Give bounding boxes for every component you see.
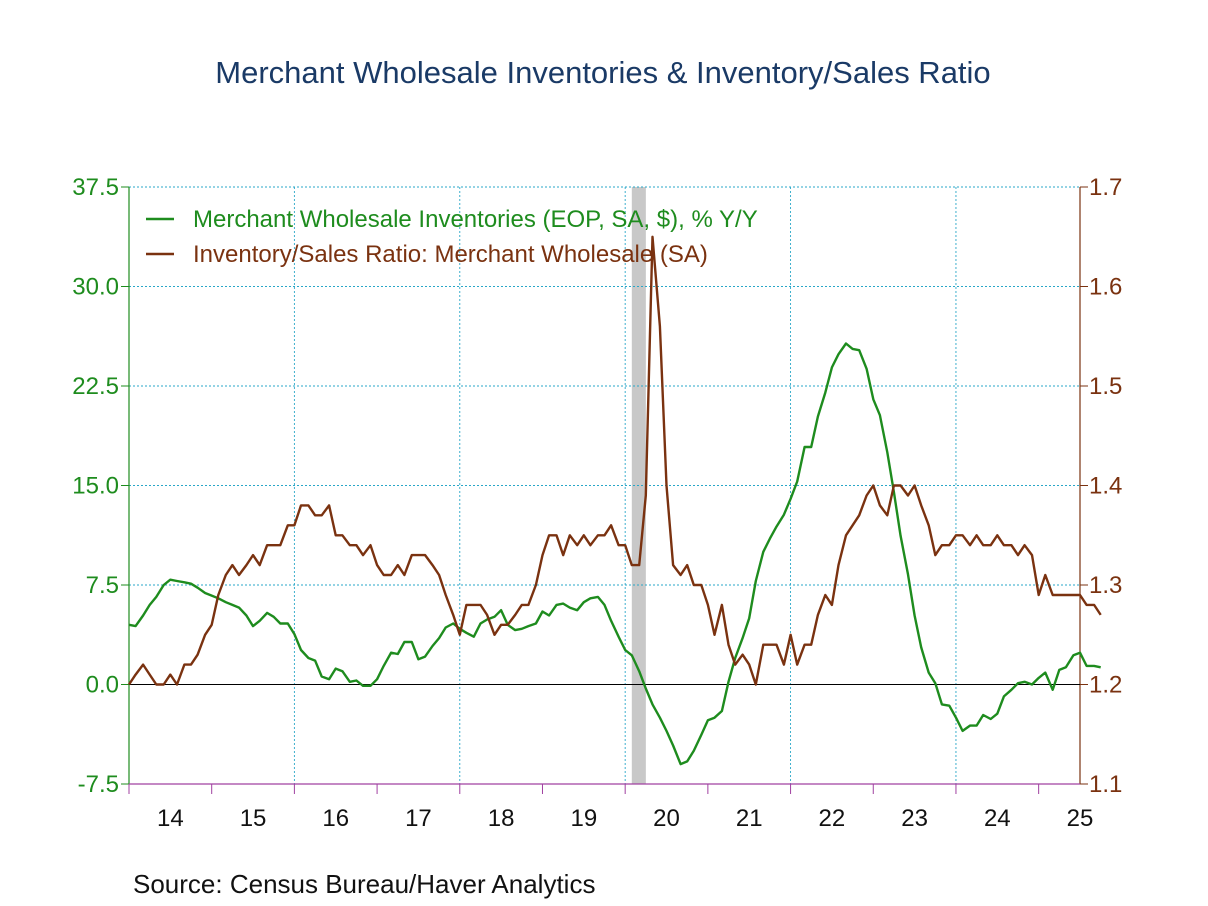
x-tick-label: 25 [1067,805,1094,832]
series-line-inventories [128,342,1101,766]
series-lines [128,235,1102,766]
x-tick-label: 24 [984,805,1011,832]
legend: Merchant Wholesale Inventories (EOP, SA,… [146,206,758,268]
x-tick-label: 19 [570,805,597,832]
x-tick-label: 20 [653,805,680,832]
x-tick-label: 18 [488,805,515,832]
x-tick-label: 17 [405,805,432,832]
right-tick-label: 1.1 [1089,771,1122,798]
right-tick-label: 1.2 [1089,672,1122,699]
left-axis-ticks: -7.5 0.0 7.5 15.0 22.5 30.0 37.5 [72,174,129,798]
x-axis-ticks: 14 15 16 17 18 19 20 21 22 23 24 25 [128,784,1094,832]
left-tick-label: -7.5 [78,771,119,798]
right-tick-label: 1.5 [1089,373,1122,400]
x-tick-label: 14 [157,805,184,832]
gridlines [129,186,1080,784]
x-tick-label: 15 [240,805,267,832]
series-line-inventory-sales-ratio [128,235,1102,686]
left-tick-label: 22.5 [72,373,119,400]
left-tick-label: 15.0 [72,473,119,500]
x-tick-label: 21 [736,805,763,832]
legend-label-ratio: Inventory/Sales Ratio: Merchant Wholesal… [193,241,708,268]
left-tick-label: 7.5 [86,572,119,599]
left-tick-label: 37.5 [72,174,119,201]
source-note: Source: Census Bureau/Haver Analytics [133,869,595,899]
right-tick-label: 1.3 [1089,572,1122,599]
x-tick-label: 23 [901,805,928,832]
right-tick-label: 1.7 [1089,174,1122,201]
left-tick-label: 30.0 [72,274,119,301]
x-tick-label: 16 [322,805,349,832]
chart-title: Merchant Wholesale Inventories & Invento… [215,55,990,90]
legend-label-inventories: Merchant Wholesale Inventories (EOP, SA,… [193,206,758,233]
right-tick-label: 1.4 [1089,473,1122,500]
left-tick-label: 0.0 [86,672,119,699]
x-tick-label: 22 [819,805,846,832]
right-tick-label: 1.6 [1089,274,1122,301]
right-axis-ticks: 1.1 1.2 1.3 1.4 1.5 1.6 1.7 [1080,174,1122,798]
